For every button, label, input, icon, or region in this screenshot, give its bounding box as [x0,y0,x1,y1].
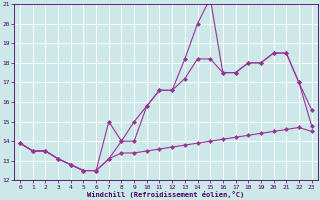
X-axis label: Windchill (Refroidissement éolien,°C): Windchill (Refroidissement éolien,°C) [87,191,244,198]
